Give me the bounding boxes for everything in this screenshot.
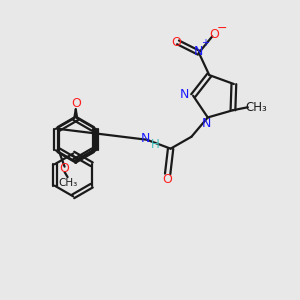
Text: N: N (180, 88, 190, 101)
Text: H: H (151, 138, 160, 151)
Text: O: O (163, 173, 172, 186)
Text: O: O (172, 36, 182, 49)
Text: O: O (209, 28, 219, 41)
Text: O: O (60, 162, 70, 175)
Text: −: − (217, 22, 227, 34)
Text: N: N (194, 45, 203, 58)
Text: N: N (141, 132, 150, 145)
Text: CH₃: CH₃ (246, 101, 268, 114)
Text: CH₃: CH₃ (58, 178, 77, 188)
Text: N: N (202, 118, 211, 130)
Text: O: O (71, 98, 81, 110)
Text: +: + (201, 38, 209, 48)
